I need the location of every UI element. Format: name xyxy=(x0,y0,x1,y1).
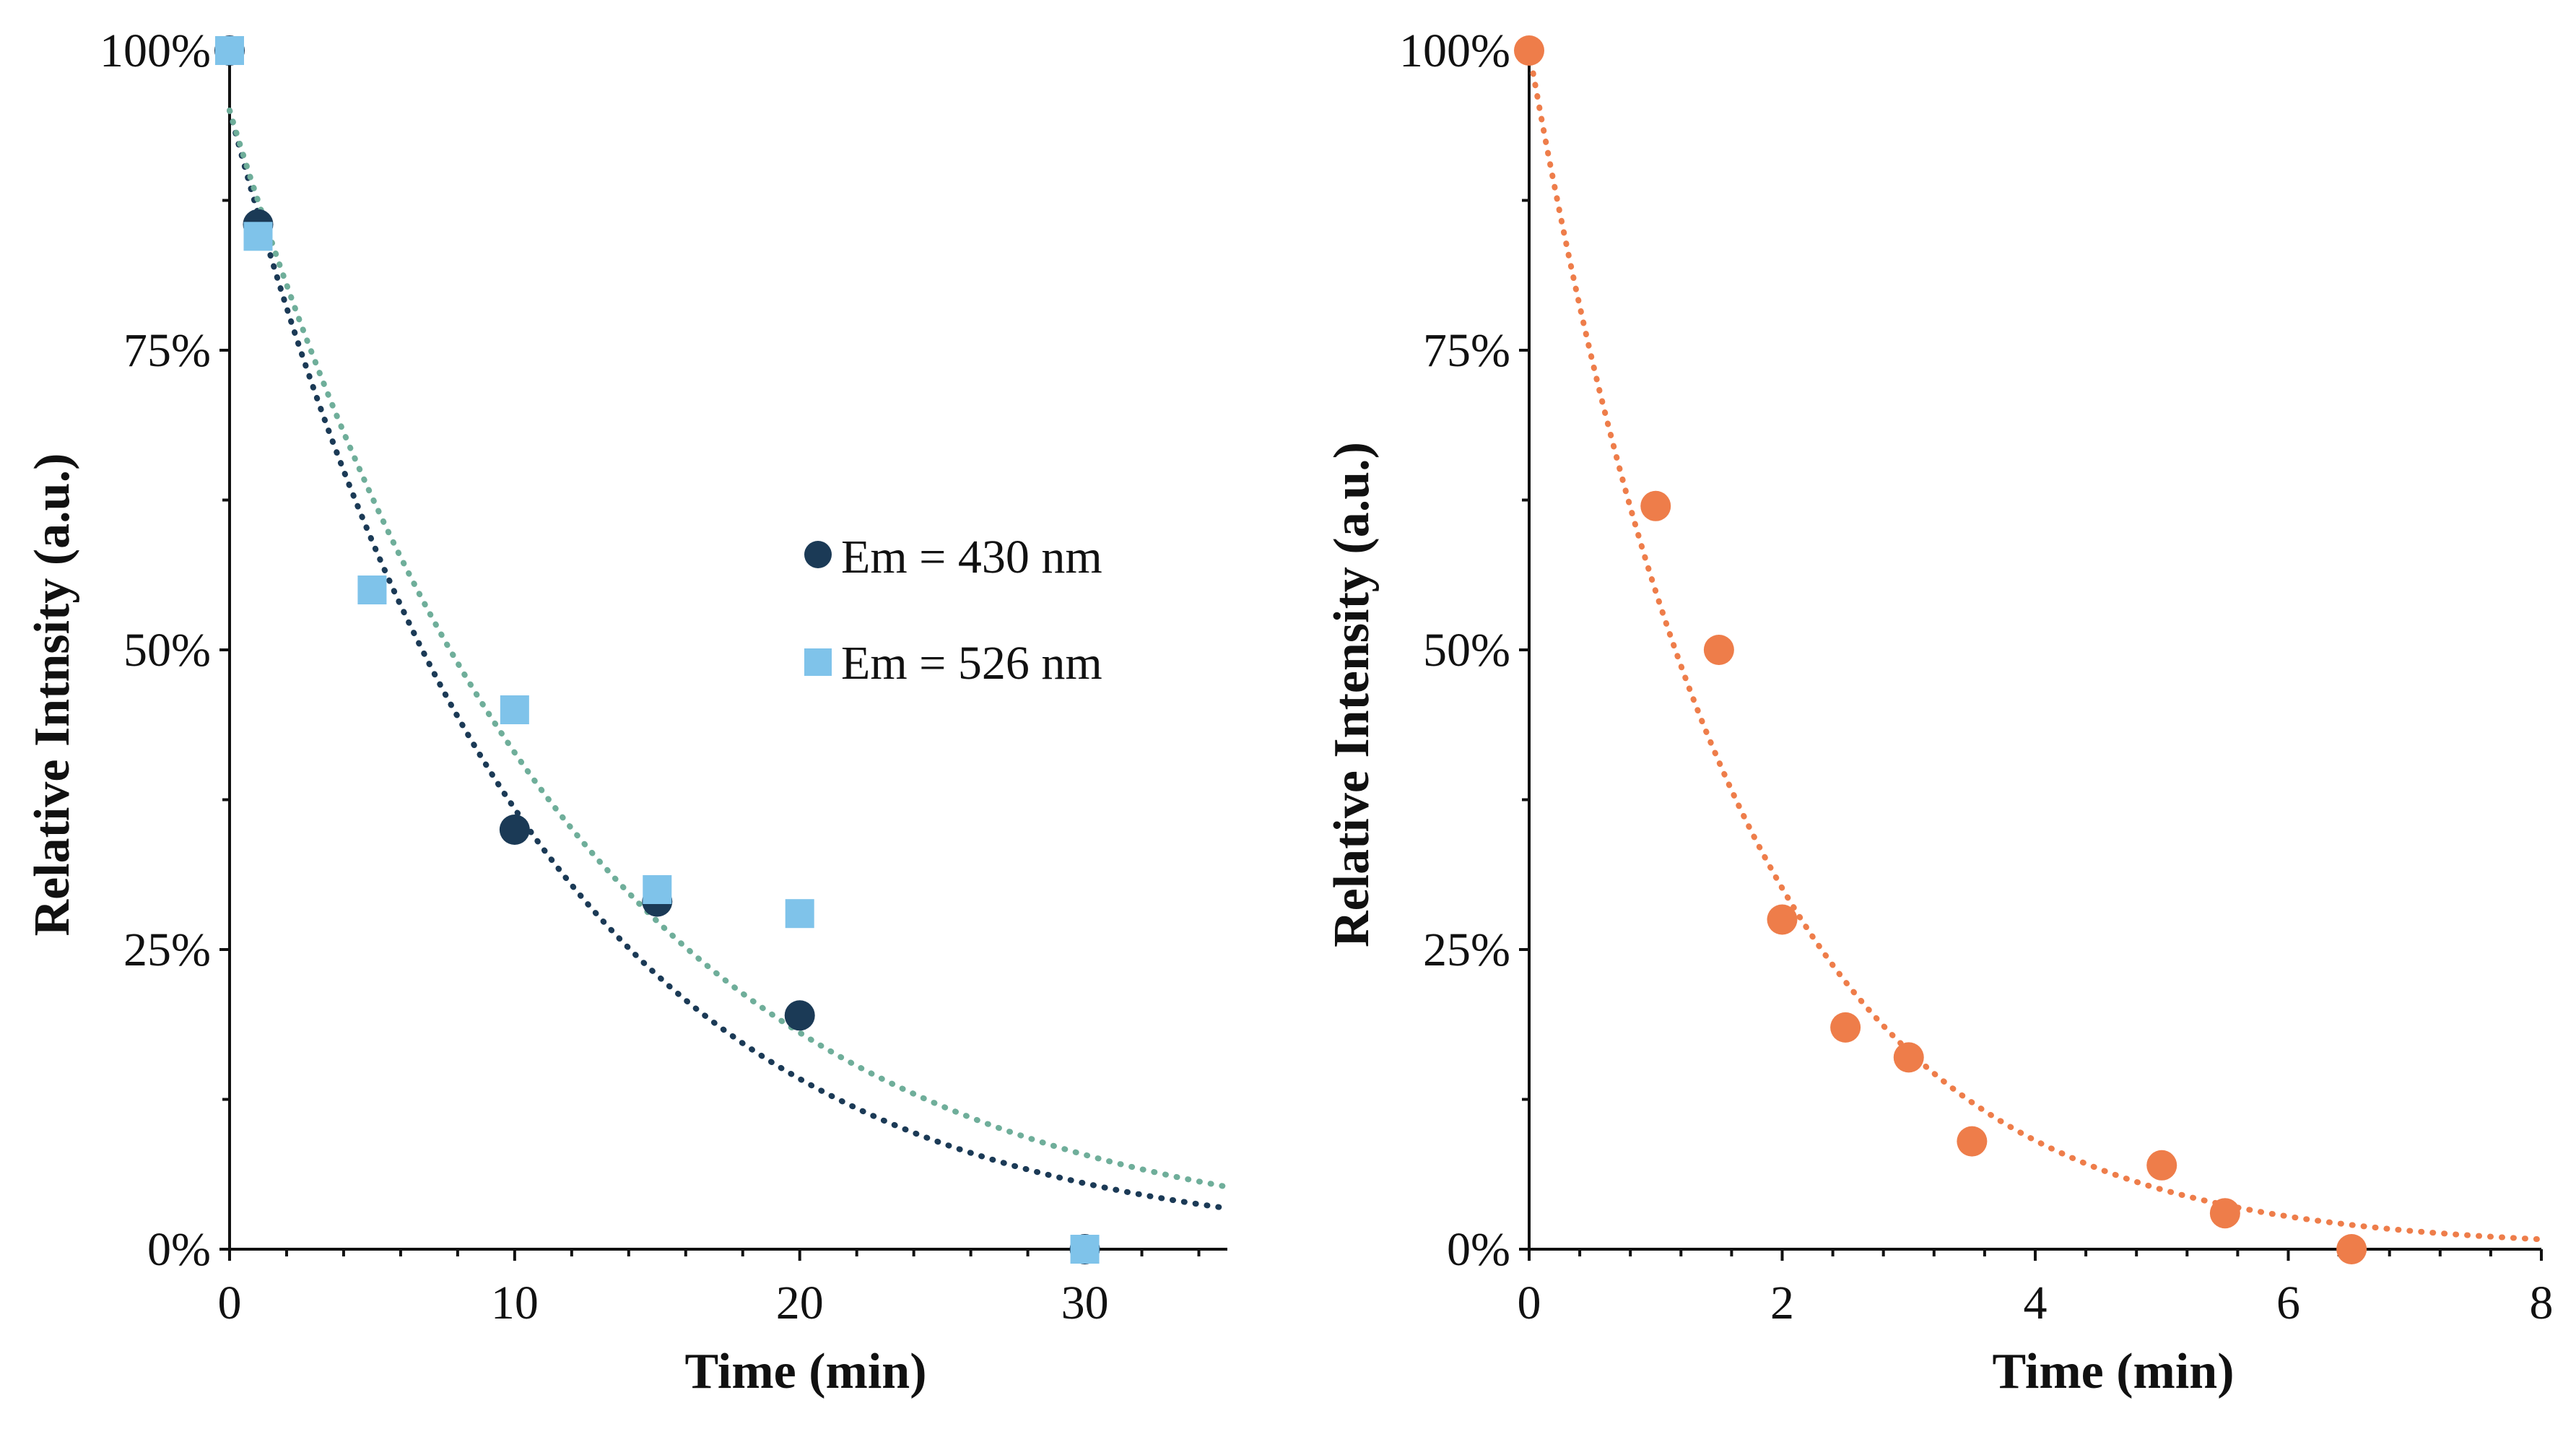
data-point-square xyxy=(785,899,814,929)
legend-item-526: Em = 526 nm xyxy=(804,637,1102,690)
data-point-circle xyxy=(1703,635,1734,665)
y-tick-label: 25% xyxy=(1423,924,1510,976)
data-point-square xyxy=(357,575,387,604)
data-point-circle xyxy=(1767,904,1798,935)
y-tick-label: 50% xyxy=(1423,624,1510,677)
x-tick-label: 10 xyxy=(491,1277,539,1329)
data-point-circle xyxy=(1893,1042,1924,1073)
x-tick-label: 2 xyxy=(1770,1277,1794,1329)
data-point-circle xyxy=(1640,490,1671,521)
data-point-circle xyxy=(2336,1234,2367,1264)
x-tick-label: 30 xyxy=(1061,1277,1109,1329)
data-point-circle xyxy=(1830,1012,1861,1043)
data-point-square xyxy=(243,222,273,251)
x-axis-title-right: Time (min) xyxy=(1992,1344,2234,1399)
y-tick-label: 50% xyxy=(123,624,211,677)
trendline-series-0 xyxy=(227,108,1230,1212)
data-point-square xyxy=(500,695,529,724)
y-tick-label: 100% xyxy=(100,25,211,77)
legend: Em = 430 nm Em = 526 nm xyxy=(804,531,1102,690)
x-tick-label: 8 xyxy=(2530,1277,2554,1329)
x-tick-label: 0 xyxy=(1518,1277,1541,1329)
x-tick-label: 6 xyxy=(2276,1277,2300,1329)
x-axis-title-left: Time (min) xyxy=(684,1344,926,1399)
data-point-circle xyxy=(1514,35,1544,66)
data-point-circle xyxy=(499,815,530,845)
data-point-square xyxy=(215,36,244,65)
data-point-circle xyxy=(2146,1150,2177,1181)
trendline-series-0 xyxy=(1526,48,2544,1243)
legend-square-marker xyxy=(804,648,832,676)
y-tick-label: 100% xyxy=(1399,25,1510,77)
legend-label-430: Em = 430 nm xyxy=(841,531,1102,583)
data-point-circle xyxy=(1957,1126,1988,1157)
y-tick-label: 25% xyxy=(123,924,211,976)
y-axis-title-left: Relative Intnsity (a.u.) xyxy=(25,453,80,937)
data-point-circle xyxy=(2209,1198,2240,1229)
x-tick-label: 20 xyxy=(776,1277,824,1329)
legend-item-430: Em = 430 nm xyxy=(804,531,1102,583)
data-point-circle xyxy=(784,1000,815,1031)
y-axis-title-right: Relative Intensity (a.u.) xyxy=(1324,442,1380,947)
y-tick-label: 75% xyxy=(123,324,211,377)
legend-label-526: Em = 526 nm xyxy=(841,637,1102,690)
x-tick-label: 0 xyxy=(218,1277,242,1329)
y-tick-label: 0% xyxy=(1447,1223,1510,1276)
legend-circle-marker xyxy=(804,541,832,568)
y-tick-label: 0% xyxy=(147,1223,211,1276)
x-tick-label: 4 xyxy=(2024,1277,2048,1329)
chart-right: Relative Intensity (a.u.) Time (min) 0% 2… xyxy=(1324,25,2554,1399)
y-tick-label: 75% xyxy=(1423,324,1510,377)
chart-left: Relative Intnsity (a.u.) Time (min) 0% 25… xyxy=(25,25,1230,1399)
data-point-square xyxy=(1070,1235,1100,1264)
data-point-square xyxy=(643,875,672,904)
